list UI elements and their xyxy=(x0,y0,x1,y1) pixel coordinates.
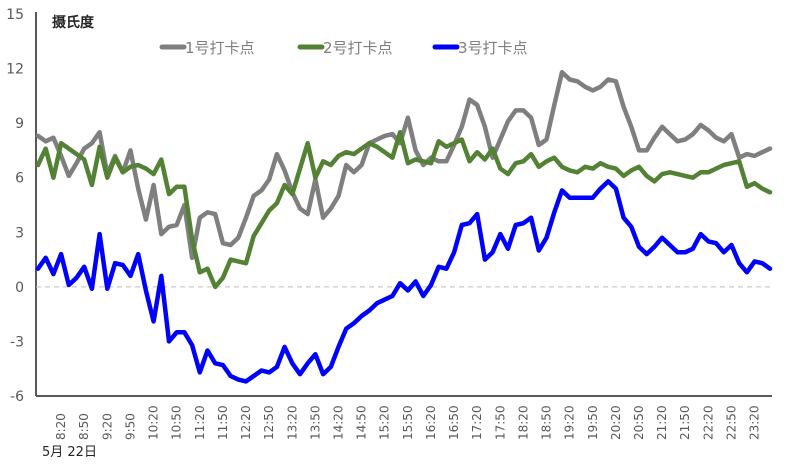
x-tick-label: 14:50 xyxy=(355,405,369,440)
x-tick-label: 10:50 xyxy=(170,405,184,440)
y-tick-label: 3 xyxy=(15,225,24,241)
x-tick-label: 16:20 xyxy=(424,405,438,440)
x-tick-label: 21:50 xyxy=(678,405,692,440)
series-line-3 xyxy=(35,179,773,384)
y-tick-label: -6 xyxy=(10,389,24,405)
x-tick-label: 13:20 xyxy=(285,405,299,440)
y-tick-label: 0 xyxy=(15,280,24,296)
legend-item-1: 1号打卡点 xyxy=(159,39,255,57)
x-tick-label: 21:20 xyxy=(655,405,669,440)
y-axis-ticks: -6 -3 0 3 6 9 12 15 xyxy=(6,7,24,405)
x-tick-label: 11:50 xyxy=(216,405,230,440)
x-tick-label: 20:20 xyxy=(609,405,623,440)
y-tick-label: 15 xyxy=(6,7,24,23)
x-tick-label: 20:50 xyxy=(632,405,646,440)
x-tick-label: 17:50 xyxy=(493,405,507,440)
x-tick-label: 17:20 xyxy=(470,405,484,440)
x-tick-label: 16:50 xyxy=(447,405,461,440)
x-tick-label: 23:20 xyxy=(748,405,762,440)
x-tick-label: 19:50 xyxy=(586,405,600,440)
x-tick-label: 22:20 xyxy=(701,405,715,440)
y-tick-label: 12 xyxy=(6,62,24,78)
legend-label: 1号打卡点 xyxy=(185,39,255,57)
series-lines xyxy=(35,69,773,384)
legend-item-3: 3号打卡点 xyxy=(432,39,528,57)
x-tick-label: 12:50 xyxy=(262,405,276,440)
x-tick-label: 18:50 xyxy=(540,405,554,440)
x-tick-label: 12:20 xyxy=(239,405,253,440)
y-tick-label: 9 xyxy=(15,116,24,132)
legend-label: 2号打卡点 xyxy=(323,39,393,57)
x-axis-ticks: 8:20 8:50 9:20 9:50 10:20 10:50 11:20 11:50 12:2… xyxy=(54,405,761,440)
legend-item-2: 2号打卡点 xyxy=(297,39,393,57)
x-tick-label: 9:50 xyxy=(123,413,137,440)
x-tick-label: 22:50 xyxy=(724,405,738,440)
x-tick-label: 8:50 xyxy=(77,413,91,440)
x-tick-label: 14:20 xyxy=(332,405,346,440)
x-tick-label: 18:20 xyxy=(516,405,530,440)
y-axis-label: 摄氏度 xyxy=(52,14,95,31)
y-tick-label: 6 xyxy=(15,171,24,187)
x-tick-label: 8:20 xyxy=(54,413,68,440)
x-tick-label: 13:50 xyxy=(308,405,322,440)
x-tick-label: 19:20 xyxy=(563,405,577,440)
legend: 1号打卡点 2号打卡点 3号打卡点 xyxy=(159,39,528,57)
y-tick-label: -3 xyxy=(10,334,24,350)
series-line-1 xyxy=(35,69,773,261)
x-tick-label: 15:20 xyxy=(378,405,392,440)
date-label: 5月 22日 xyxy=(42,445,97,460)
legend-label: 3号打卡点 xyxy=(458,39,528,57)
series-line-2 xyxy=(35,129,773,290)
x-tick-label: 11:20 xyxy=(193,405,207,440)
x-tick-label: 9:20 xyxy=(100,413,114,440)
x-tick-label: 15:50 xyxy=(401,405,415,440)
x-tick-label: 10:20 xyxy=(147,405,161,440)
